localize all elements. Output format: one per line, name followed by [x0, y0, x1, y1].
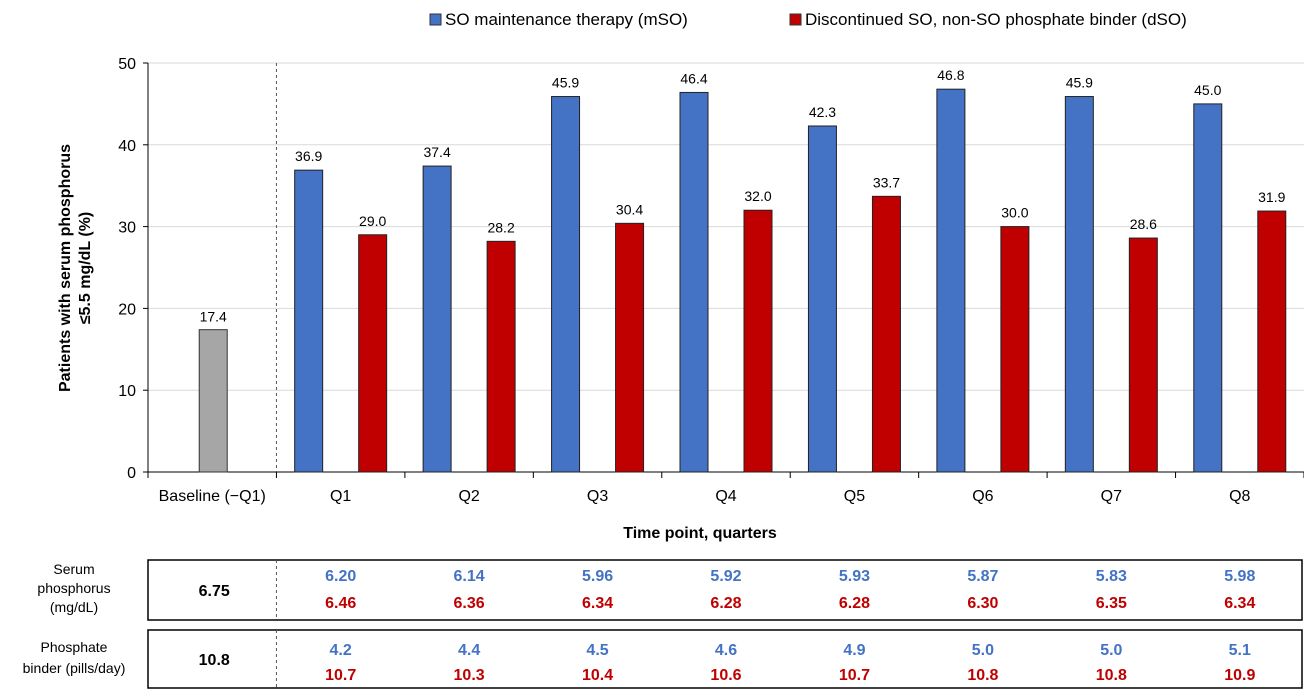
bar-mso: [551, 96, 581, 473]
table-value-dso: 10.8: [1096, 667, 1127, 684]
y-tick-label: 20: [118, 301, 136, 318]
data-label-mso: 42.3: [809, 104, 836, 120]
data-label-mso: 45.9: [552, 75, 579, 91]
bar-mso: [807, 125, 837, 473]
x-tick-label: Baseline (−Q1): [159, 488, 266, 505]
data-label-dso: 31.9: [1258, 189, 1285, 205]
table-value-dso: 6.30: [967, 595, 998, 612]
data-label-dso: 30.4: [616, 201, 643, 217]
data-label-dso: 30.0: [1001, 205, 1028, 221]
table-value-dso: 6.46: [325, 595, 356, 612]
table-row-box: [147, 629, 1303, 689]
bar-mso: [422, 165, 452, 473]
table-value-mso: 5.0: [972, 642, 994, 659]
table-value-mso: 5.98: [1224, 568, 1255, 585]
table-value-mso: 5.83: [1096, 568, 1127, 585]
data-label-mso: 46.8: [937, 67, 964, 83]
bar-mso: [1064, 96, 1094, 473]
table-row-label: phosphorus: [37, 580, 110, 596]
table-value-dso: 10.3: [454, 667, 485, 684]
table-value-dso: 10.7: [839, 667, 870, 684]
data-label-dso: 28.6: [1130, 216, 1157, 232]
data-label-mso: 45.9: [1066, 75, 1093, 91]
bar-dso: [486, 240, 516, 473]
bar-mso: [1193, 103, 1223, 473]
y-tick-label: 10: [118, 383, 136, 400]
bar-dso: [358, 234, 388, 473]
table-value-dso: 6.36: [454, 595, 485, 612]
table-value-dso: 10.8: [967, 667, 998, 684]
data-label-mso: 46.4: [680, 70, 707, 86]
y-tick-label: 40: [118, 138, 136, 155]
data-label-mso: 36.9: [295, 148, 322, 164]
table-row-label: binder (pills/day): [23, 660, 126, 676]
table-value-mso: 4.6: [715, 642, 737, 659]
table-value-mso: 4.9: [843, 642, 865, 659]
table-baseline-value: 10.8: [199, 652, 230, 669]
bar-mso: [936, 88, 966, 473]
bar-dso: [871, 195, 901, 473]
table-value-dso: 10.7: [325, 667, 356, 684]
data-label-dso: 29.0: [359, 213, 386, 229]
table-row-label: (mg/dL): [50, 599, 98, 615]
table-value-mso: 5.92: [710, 568, 741, 585]
x-tick-label: Q6: [972, 488, 993, 505]
table-value-dso: 6.28: [839, 595, 870, 612]
legend-swatch-dso: [789, 13, 802, 26]
x-tick-label: Q2: [458, 488, 479, 505]
table-value-mso: 4.5: [586, 642, 608, 659]
table-value-mso: 6.14: [454, 568, 485, 585]
table-row-label: Serum: [53, 561, 94, 577]
y-tick-label: 30: [118, 220, 136, 237]
data-label-mso: 45.0: [1194, 82, 1221, 98]
table-value-mso: 5.0: [1100, 642, 1122, 659]
table-value-mso: 6.20: [325, 568, 356, 585]
bar-baseline: [198, 329, 228, 473]
table-value-mso: 5.93: [839, 568, 870, 585]
table-value-mso: 5.96: [582, 568, 613, 585]
x-axis-title: Time point, quarters: [623, 525, 777, 542]
y-tick-label: 0: [127, 465, 136, 482]
data-label-mso: 37.4: [423, 144, 450, 160]
bar-dso: [615, 222, 645, 473]
table-value-dso: 10.6: [710, 667, 741, 684]
x-tick-label: Q4: [715, 488, 736, 505]
table-baseline-value: 6.75: [199, 583, 230, 600]
y-axis-title-line: ≤5.5 mg/dL (%): [77, 212, 94, 325]
x-tick-label: Q7: [1101, 488, 1122, 505]
table-value-dso: 10.4: [582, 667, 613, 684]
bar-dso: [743, 209, 773, 473]
table-value-mso: 4.4: [458, 642, 480, 659]
bar-dso: [1000, 226, 1030, 473]
y-axis-title-line: Patients with serum phosphorus: [57, 144, 74, 392]
table-value-dso: 6.28: [710, 595, 741, 612]
table-value-dso: 10.9: [1224, 667, 1255, 684]
table-value-mso: 5.1: [1229, 642, 1251, 659]
data-label-dso: 33.7: [873, 174, 900, 190]
x-tick-label: Q8: [1229, 488, 1250, 505]
legend-swatch-mso: [429, 13, 442, 26]
bar-mso: [294, 169, 324, 473]
bar-mso: [679, 91, 709, 473]
bar-dso: [1257, 210, 1287, 473]
legend-label-dso: Discontinued SO, non-SO phosphate binder…: [805, 10, 1187, 29]
x-tick-label: Q3: [587, 488, 608, 505]
data-label-dso: 28.2: [487, 219, 514, 235]
table-value-dso: 6.35: [1096, 595, 1127, 612]
table-value-mso: 5.87: [967, 568, 998, 585]
table-row-label: Phosphate: [41, 639, 108, 655]
data-label-dso: 32.0: [744, 188, 771, 204]
table-value-mso: 4.2: [330, 642, 352, 659]
table-row-box: [147, 559, 1303, 621]
data-label-baseline: 17.4: [200, 309, 227, 325]
legend-label-mso: SO maintenance therapy (mSO): [445, 10, 688, 29]
table-value-dso: 6.34: [582, 595, 613, 612]
bar-dso: [1128, 237, 1158, 473]
table-value-dso: 6.34: [1224, 595, 1255, 612]
y-axis-title: Patients with serum phosphorus ≤5.5 mg/dL…: [57, 144, 94, 392]
x-tick-label: Q1: [330, 488, 351, 505]
y-tick-label: 50: [118, 56, 136, 73]
x-tick-label: Q5: [844, 488, 865, 505]
